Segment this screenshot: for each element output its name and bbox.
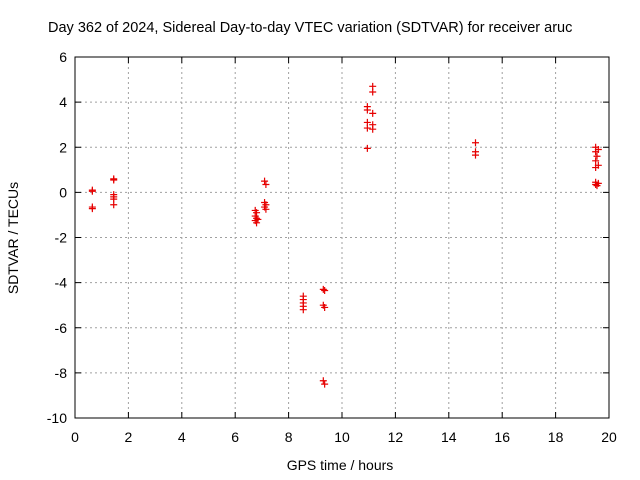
data-point bbox=[261, 177, 269, 185]
data-point bbox=[592, 180, 600, 188]
y-tick-label: -4 bbox=[55, 275, 68, 291]
data-point bbox=[253, 219, 261, 227]
chart-title: Day 362 of 2024, Sidereal Day-to-day VTE… bbox=[48, 20, 572, 36]
data-point bbox=[262, 205, 270, 213]
y-tick-label: 4 bbox=[59, 94, 67, 110]
y-tick-label: -6 bbox=[55, 320, 68, 336]
gridlines bbox=[75, 57, 609, 418]
data-point bbox=[363, 144, 371, 152]
data-point bbox=[592, 148, 600, 156]
y-tick-label: 2 bbox=[59, 139, 67, 155]
x-tick-label: 2 bbox=[125, 429, 133, 445]
axis-ticks: 0 2 4 6 8 10 12 14 16 18 20 -10 -8 -6 -4 -2 0 2 4 6 bbox=[47, 49, 617, 445]
data-point bbox=[369, 88, 377, 96]
x-tick-label: 12 bbox=[388, 429, 404, 445]
data-point bbox=[321, 287, 329, 295]
data-point bbox=[88, 187, 96, 195]
x-tick-label: 4 bbox=[178, 429, 186, 445]
y-tick-label: 0 bbox=[59, 184, 67, 200]
data-point bbox=[262, 180, 270, 188]
data-point bbox=[254, 215, 262, 223]
data-point bbox=[592, 157, 600, 165]
data-point bbox=[593, 152, 601, 160]
data-point bbox=[88, 205, 96, 213]
x-tick-label: 10 bbox=[334, 429, 350, 445]
y-tick-label: -8 bbox=[55, 365, 68, 381]
x-tick-label: 8 bbox=[285, 429, 293, 445]
x-axis-label: GPS time / hours bbox=[287, 457, 394, 473]
data-point bbox=[110, 201, 118, 209]
data-point bbox=[472, 139, 479, 147]
x-tick-label: 16 bbox=[494, 429, 510, 445]
data-point bbox=[472, 151, 479, 159]
y-tick-label: 6 bbox=[59, 49, 67, 65]
data-point bbox=[593, 182, 601, 190]
x-tick-label: 18 bbox=[548, 429, 564, 445]
data-point bbox=[592, 164, 600, 172]
y-axis-label: SDTVAR / TECUs bbox=[5, 182, 21, 294]
data-point bbox=[369, 125, 377, 133]
data-point bbox=[363, 106, 371, 114]
data-point bbox=[299, 306, 307, 314]
data-points bbox=[88, 82, 602, 388]
x-tick-label: 6 bbox=[231, 429, 239, 445]
data-point bbox=[321, 380, 329, 388]
data-point bbox=[363, 124, 371, 132]
data-point bbox=[319, 377, 327, 385]
data-point bbox=[319, 285, 327, 293]
data-point bbox=[321, 303, 329, 311]
x-tick-label: 20 bbox=[601, 429, 617, 445]
data-point bbox=[369, 109, 377, 117]
y-tick-label: -2 bbox=[55, 230, 68, 246]
x-tick-label: 0 bbox=[71, 429, 79, 445]
x-tick-label: 14 bbox=[441, 429, 457, 445]
data-point bbox=[110, 176, 118, 184]
y-tick-label: -10 bbox=[47, 410, 67, 426]
